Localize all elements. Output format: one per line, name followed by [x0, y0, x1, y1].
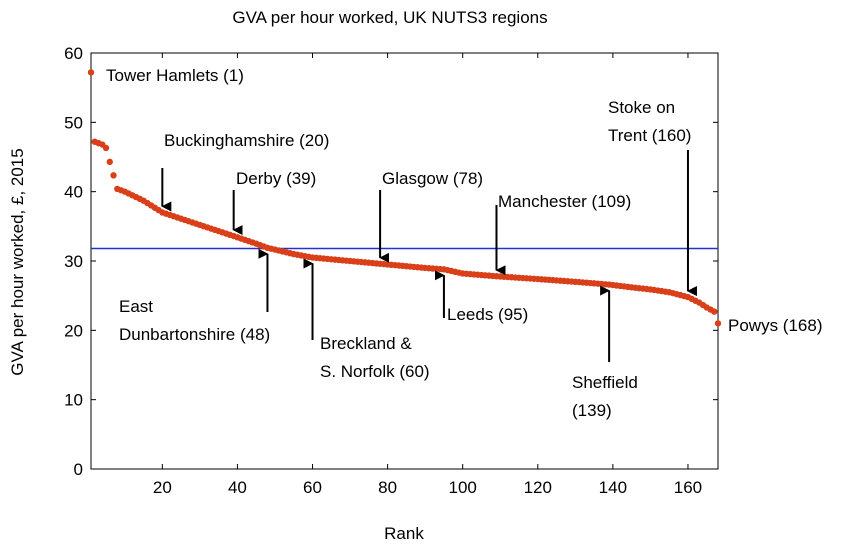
x-tick-label: 140 — [599, 478, 627, 497]
chart-title: GVA per hour worked, UK NUTS3 regions — [232, 8, 547, 27]
annotation-labels: Tower Hamlets (1) Buckinghamshire (20) Der… — [106, 66, 822, 420]
y-tick-label: 60 — [64, 44, 83, 63]
annotation-label: Dunbartonshire (48) — [119, 325, 270, 344]
data-point — [87, 69, 95, 76]
annotation-label: Glasgow (78) — [382, 169, 483, 188]
data-point — [711, 308, 718, 315]
annotation-arrows — [161, 150, 697, 362]
data-point — [106, 158, 113, 166]
y-axis-label: GVA per hour worked, £, 2015 — [8, 148, 27, 375]
annotation-label: S. Norfolk (60) — [320, 362, 430, 381]
annotation-label: East — [119, 297, 153, 316]
x-tick-label: 100 — [449, 478, 477, 497]
annotation-label: Breckland & — [320, 334, 412, 353]
y-tick-label: 0 — [74, 460, 83, 479]
annotation-label: Derby (39) — [236, 169, 316, 188]
annotation-label: Tower Hamlets (1) — [106, 66, 244, 85]
y-tick-label: 50 — [64, 113, 83, 132]
x-tick-label: 20 — [153, 478, 172, 497]
data-point — [110, 172, 117, 179]
annotation-label: Trent (160) — [608, 126, 691, 145]
annotation-label: Sheffield — [572, 373, 638, 392]
y-tick-label: 30 — [64, 252, 83, 271]
x-axis-label: Rank — [384, 524, 424, 543]
annotation-label: (139) — [572, 401, 612, 420]
annotation-label: Manchester (109) — [498, 192, 631, 211]
x-tick-label: 120 — [524, 478, 552, 497]
x-tick-label: 160 — [674, 478, 702, 497]
data-point — [714, 320, 722, 327]
annotation-label: Leeds (95) — [447, 305, 528, 324]
data-point — [102, 144, 110, 152]
data-points — [87, 69, 722, 327]
x-tick-label: 40 — [228, 478, 247, 497]
axis-ticks: 20 40 60 80 100 120 140 160 0 10 20 30 40 50 60 — [64, 44, 718, 497]
x-tick-label: 80 — [378, 478, 397, 497]
y-tick-label: 10 — [64, 391, 83, 410]
annotation-label: Buckinghamshire (20) — [164, 131, 329, 150]
x-tick-label: 60 — [303, 478, 322, 497]
y-tick-label: 40 — [64, 183, 83, 202]
annotation-label: Stoke on — [608, 98, 675, 117]
y-tick-label: 20 — [64, 321, 83, 340]
annotation-label: Powys (168) — [728, 316, 822, 335]
